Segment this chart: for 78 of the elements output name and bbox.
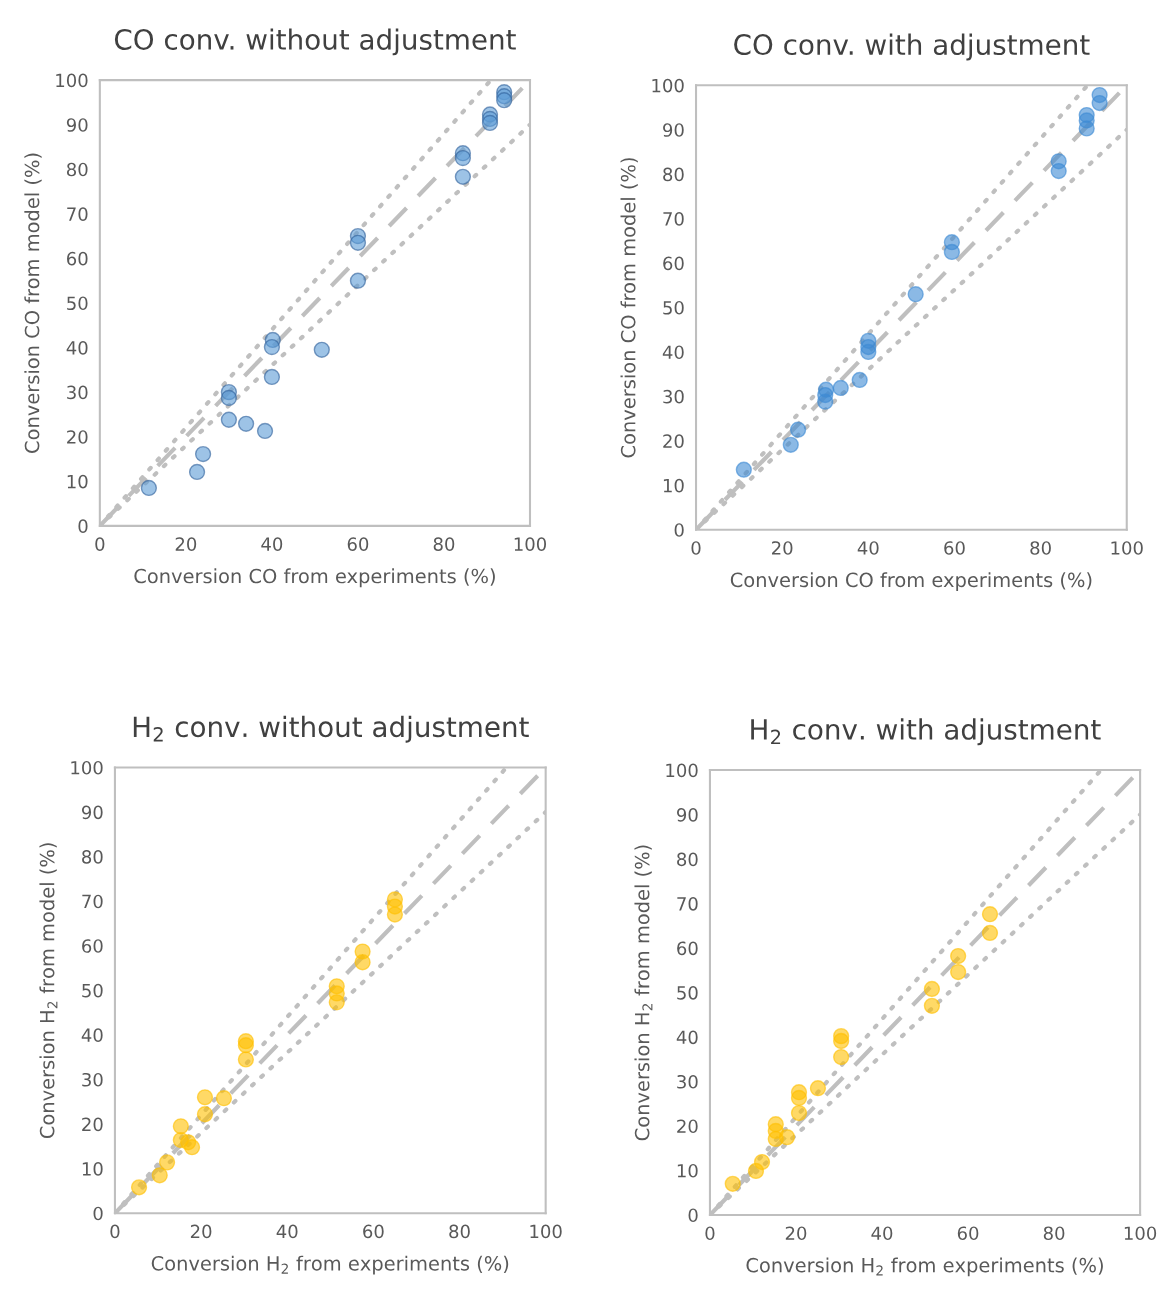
x-tick-label: 40 bbox=[857, 541, 879, 555]
x-axis-title: Conversion H$_{2}$ from experiments (%) bbox=[746, 1257, 1103, 1277]
chart-title: H$_{2}$ conv. with adjustment bbox=[751, 718, 1101, 746]
y-tick-label: 80 bbox=[82, 850, 103, 864]
y-tick-label: 20 bbox=[82, 1117, 103, 1132]
chart-title: CO conv. with adjustment bbox=[734, 33, 1090, 61]
y-tick-label: 0 bbox=[688, 1208, 698, 1223]
y-tick-label: 100 bbox=[652, 78, 684, 93]
y-tick-label: 40 bbox=[66, 341, 88, 355]
y-tick-label: 70 bbox=[67, 207, 88, 221]
y-tick-label: 90 bbox=[66, 118, 88, 132]
x-tick-label: 100 bbox=[514, 537, 547, 551]
y-tick-label: 30 bbox=[677, 1074, 698, 1089]
y-tick-label: 80 bbox=[677, 852, 698, 867]
x-tick-label: 20 bbox=[175, 537, 197, 551]
x-tick-label: 20 bbox=[190, 1224, 212, 1239]
y-tick-label: 40 bbox=[81, 1028, 103, 1043]
y-tick-label: 60 bbox=[67, 251, 88, 266]
x-tick-label: 60 bbox=[347, 537, 369, 551]
y-axis-title: Conversion CO from model (%) bbox=[24, 153, 42, 453]
y-tick-label: 50 bbox=[677, 985, 698, 1000]
y-tick-label: 10 bbox=[663, 478, 684, 493]
y-tick-label: 0 bbox=[674, 523, 684, 537]
y-tick-label: 30 bbox=[82, 1072, 103, 1087]
y-tick-label: 90 bbox=[81, 805, 103, 820]
y-tick-label: 100 bbox=[56, 73, 88, 88]
y-tick-label: 70 bbox=[663, 212, 684, 226]
y-tick-label: 20 bbox=[67, 430, 88, 444]
y-tick-label: 70 bbox=[82, 894, 103, 909]
x-tick-label: 100 bbox=[1124, 1226, 1157, 1241]
y-tick-label: 80 bbox=[66, 162, 88, 177]
y-tick-label: 10 bbox=[82, 1162, 103, 1176]
y-tick-label: 0 bbox=[78, 519, 88, 533]
x-tick-label: 0 bbox=[110, 1224, 120, 1239]
x-tick-label: 80 bbox=[449, 1224, 470, 1239]
x-tick-label: 20 bbox=[785, 1226, 807, 1241]
chart-title: CO conv. without adjustment bbox=[114, 28, 516, 56]
x-tick-label: 0 bbox=[705, 1226, 715, 1241]
y-tick-label: 20 bbox=[677, 1119, 698, 1134]
y-tick-label: 90 bbox=[663, 123, 684, 137]
x-tick-label: 80 bbox=[433, 537, 455, 551]
x-tick-label: 20 bbox=[772, 541, 793, 555]
y-tick-label: 30 bbox=[67, 385, 88, 400]
x-tick-label: 40 bbox=[871, 1226, 893, 1241]
y-axis-title: Conversion CO from model (%) bbox=[620, 158, 638, 458]
y-tick-label: 0 bbox=[93, 1206, 103, 1221]
x-tick-label: 60 bbox=[944, 541, 965, 555]
x-tick-label: 60 bbox=[363, 1224, 384, 1239]
x-tick-label: 40 bbox=[276, 1224, 298, 1239]
y-tick-label: 20 bbox=[663, 434, 684, 448]
y-tick-label: 10 bbox=[677, 1163, 698, 1178]
y-axis-title: Conversion H$_{2}$ from model (%) bbox=[634, 845, 653, 1141]
y-tick-label: 100 bbox=[666, 763, 698, 778]
y-tick-label: 40 bbox=[676, 1030, 698, 1045]
y-axis-title: Conversion H$_{2}$ from model (%) bbox=[39, 843, 58, 1139]
x-axis-title: Conversion CO from experiments (%) bbox=[134, 568, 495, 588]
y-tick-label: 70 bbox=[677, 896, 698, 911]
x-axis-title: Conversion CO from experiments (%) bbox=[730, 572, 1092, 592]
x-tick-label: 80 bbox=[1030, 541, 1051, 555]
x-tick-label: 100 bbox=[530, 1224, 562, 1239]
y-tick-label: 50 bbox=[67, 296, 88, 311]
y-tick-label: 60 bbox=[663, 256, 684, 271]
x-tick-label: 60 bbox=[957, 1226, 979, 1241]
y-tick-label: 50 bbox=[663, 300, 684, 315]
x-axis-title: Conversion H$_{2}$ from experiments (%) bbox=[151, 1255, 509, 1275]
y-tick-label: 30 bbox=[663, 389, 684, 404]
x-tick-label: 80 bbox=[1043, 1226, 1065, 1241]
x-tick-label: 40 bbox=[261, 537, 283, 551]
y-tick-label: 60 bbox=[677, 941, 698, 956]
chart-title: H$_{2}$ conv. without adjustment bbox=[133, 715, 529, 743]
y-tick-label: 40 bbox=[662, 345, 684, 360]
y-tick-label: 60 bbox=[82, 939, 103, 953]
y-tick-label: 10 bbox=[67, 474, 88, 489]
y-tick-label: 80 bbox=[663, 167, 684, 182]
x-tick-label: 100 bbox=[1111, 541, 1143, 555]
y-tick-label: 90 bbox=[677, 807, 698, 822]
y-tick-label: 100 bbox=[71, 760, 103, 775]
y-tick-label: 50 bbox=[82, 983, 103, 998]
